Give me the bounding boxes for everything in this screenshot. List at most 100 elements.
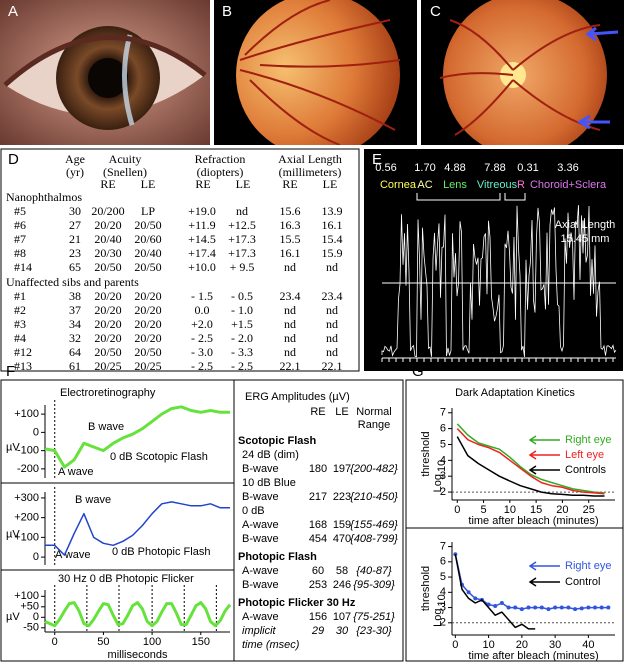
x-tick-label: 0 xyxy=(52,636,58,648)
amplitude-cell: 223 xyxy=(333,491,351,503)
amplitude-cell: {95-309} xyxy=(353,579,395,591)
table-cell: 61 xyxy=(69,359,81,373)
y-tick-label: 5 xyxy=(440,571,446,583)
table-cell: 20/20 xyxy=(94,289,121,303)
table-cell: 20/20 xyxy=(94,331,121,345)
amplitude-cell: 30 xyxy=(336,625,349,637)
y-tick-label: 0 xyxy=(33,551,39,563)
y-tick-label: 0 xyxy=(33,611,39,623)
table-cell: 38 xyxy=(69,289,81,303)
echo-trace xyxy=(381,205,617,358)
table-cell: 20/40 xyxy=(94,232,121,246)
table-cell: 20/20 xyxy=(94,303,121,317)
annotation: B wave xyxy=(75,494,111,506)
point xyxy=(499,600,504,605)
amplitude-cell: B-wave xyxy=(242,533,279,545)
panel-label: D xyxy=(8,151,19,168)
table-cell: 65 xyxy=(69,260,81,274)
amplitude-cell: A-wave xyxy=(242,519,279,531)
amplitude-cell: 180 xyxy=(309,463,327,475)
table-cell: 20/50 xyxy=(94,345,121,359)
amplitude-cell: {155-469} xyxy=(350,519,398,531)
y-axis-label: Log 10 threshold xyxy=(420,566,448,627)
amplitude-cell: B-wave xyxy=(242,491,279,503)
column-subheader: RE xyxy=(100,177,115,191)
table-cell: nd xyxy=(284,317,296,331)
table-cell: - 0.5 xyxy=(231,289,253,303)
column-unit: (Snellen) xyxy=(103,165,147,179)
table-cell: + 9.5 xyxy=(230,260,255,274)
table-cell: nd xyxy=(326,331,338,345)
column-header: Age xyxy=(65,152,85,166)
table-cell: 0.0 xyxy=(195,303,210,317)
table-cell: 20/20 xyxy=(134,289,161,303)
amplitude-cell: 58 xyxy=(336,565,348,577)
y-tick-label: 0 xyxy=(33,426,39,438)
table-cell: LP xyxy=(141,204,155,218)
section-heading: Scotopic Flash xyxy=(238,435,317,447)
panel-label: A xyxy=(8,3,18,20)
erg-trace xyxy=(44,601,232,628)
table-cell: 20/25 xyxy=(134,359,161,373)
table-cell: #2 xyxy=(14,303,26,317)
table-cell: - 3.3 xyxy=(231,345,253,359)
segment-length: 7.88 xyxy=(484,162,505,174)
table-cell: #13 xyxy=(14,359,32,373)
point xyxy=(473,596,478,601)
point xyxy=(586,605,591,610)
table-cell: 20/20 xyxy=(134,331,161,345)
table-cell: nd xyxy=(236,204,248,218)
annotation: A wave xyxy=(55,549,90,561)
y-tick-label: 2 xyxy=(440,486,446,498)
table-cell: +1.5 xyxy=(231,317,253,331)
table-cell: #8 xyxy=(14,246,26,260)
column-unit: (yr) xyxy=(66,165,84,179)
amplitude-cell: implicit xyxy=(242,625,277,637)
table-cell: +17.3 xyxy=(228,232,256,246)
amplitude-cell: A-wave xyxy=(242,565,279,577)
y-tick-label: +100 xyxy=(14,531,39,543)
amplitude-cell: {23-30} xyxy=(356,625,392,637)
legend-label: Control xyxy=(565,576,600,588)
adaptation-curve xyxy=(456,428,605,495)
y-axis-label: Log 10 threshold xyxy=(420,431,448,492)
annotation: 0 dB Scotopic Flash xyxy=(110,451,208,463)
column-header: Normal xyxy=(356,406,391,418)
table-cell: 37 xyxy=(69,303,81,317)
legend-label: Right eye xyxy=(565,560,611,572)
y-tick-label: +100 xyxy=(14,408,39,420)
table-cell: +2.0 xyxy=(191,317,213,331)
subheading: 10 dB Blue xyxy=(242,477,296,489)
amplitude-cell: B-wave xyxy=(242,463,279,475)
amplitude-cell: 107 xyxy=(333,611,351,623)
table-cell: #12 xyxy=(14,345,32,359)
table-cell: 32 xyxy=(69,331,81,345)
y-tick-label: +50 xyxy=(20,601,39,613)
column-subheader: RE xyxy=(195,177,210,191)
y-unit: µV xyxy=(6,611,20,623)
x-tick-label: 20 xyxy=(556,504,568,516)
y-tick-label: 7 xyxy=(440,540,446,552)
panel-frame xyxy=(0,148,360,372)
y-tick-label: -100 xyxy=(17,445,39,457)
y-tick-label: -200 xyxy=(17,463,39,475)
table-cell: 20/200 xyxy=(91,204,124,218)
x-tick-label: 20 xyxy=(516,639,528,651)
table-cell: 13.9 xyxy=(322,204,343,218)
x-axis-label: milliseconds xyxy=(108,649,168,661)
x-tick-label: 15 xyxy=(530,504,542,516)
y-tick-label: 4 xyxy=(440,586,446,598)
subheading: 24 dB (dim) xyxy=(242,449,299,461)
table-cell: 20/30 xyxy=(94,246,121,260)
x-tick-label: 0 xyxy=(452,639,458,651)
point xyxy=(466,590,471,595)
table-cell: +17.4 xyxy=(188,246,216,260)
table-cell: 20/50 xyxy=(134,218,161,232)
y-tick-label: -50 xyxy=(23,622,39,634)
point xyxy=(606,605,611,610)
table-cell: +10.0 xyxy=(188,260,216,274)
panel-label: C xyxy=(430,3,441,20)
point xyxy=(553,605,558,610)
table-cell: 27 xyxy=(69,218,81,232)
